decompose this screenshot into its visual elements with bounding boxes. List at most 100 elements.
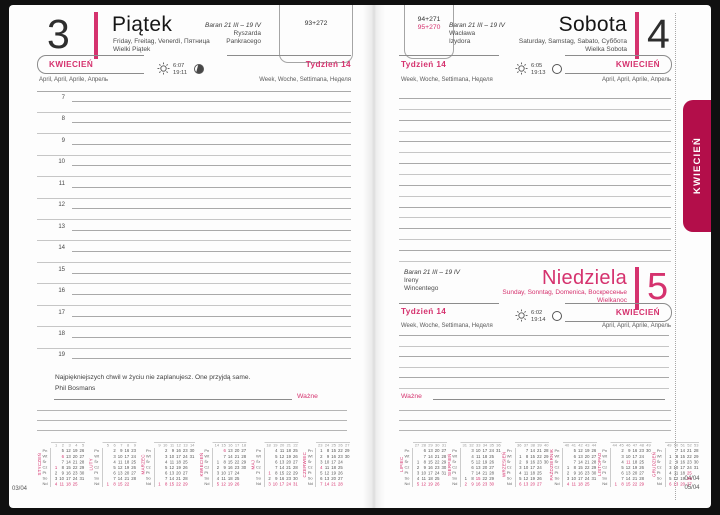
mini-calendar-lipiec: LIPIEC 27 28 29 30 31 Pn 6 13 20 27 Wt 7 14 21 28 Śr 1 8 15… — [399, 442, 447, 487]
calendar-weekday-row: Pt 4 11 18 25 — [506, 470, 542, 476]
calendar-weekday-row: Cz 6 13 20 27 — [452, 464, 494, 471]
calendar-weekday-row: So 3 10 17 24 31 — [42, 475, 85, 482]
sunday-note-line — [399, 345, 669, 347]
bottom-note-line — [399, 410, 671, 411]
saturday-note-line — [399, 260, 671, 262]
calendar-weekday-row: Cz 7 14 21 28 — [256, 464, 298, 471]
week-number-row: 18 19 20 21 22 — [256, 442, 299, 449]
hour-label-9: 9 — [61, 137, 65, 144]
saturday-day-of-year-box: 94+271 95+270 — [404, 5, 454, 59]
bottom-note-line — [399, 430, 671, 431]
friday-name-day-1: Ryszarda — [233, 30, 261, 37]
calendar-weekday-row: Wt 3 10 17 24 31 — [145, 453, 195, 460]
mini-calendar-month-label: KWIECIEŃ — [198, 452, 204, 477]
hour-line — [72, 294, 351, 296]
bottom-note-line — [37, 410, 347, 411]
calendar-weekday-row: Pn 7 14 21 28 — [506, 448, 549, 454]
calendar-weekday-row: Pn 4 11 18 25 — [256, 448, 298, 454]
friday-day-of-year: 93+272 — [279, 5, 353, 63]
half-hour-line — [37, 326, 351, 328]
calendar-weekday-row: Pt 7 14 21 28 — [452, 470, 494, 476]
quote-text: Najpiękniejszych chwil w życiu nie zapla… — [55, 374, 251, 381]
calendar-weekday-row: Pt 3 10 17 24 31 — [404, 470, 447, 476]
hour-line — [72, 272, 351, 274]
calendar-weekday-row: So 6 13 20 27 — [307, 475, 343, 482]
calendar-weekday-row: Pn 6 13 20 27 — [404, 448, 447, 454]
quote-author: Phil Bosmans — [55, 385, 96, 392]
calendar-weekday-row: Pt 2 9 16 23 30 — [554, 470, 597, 476]
calendar-weekday-row: So 4 11 18 25 — [404, 475, 440, 482]
sunday-day-number: 5 — [647, 266, 669, 308]
hour-label-12: 12 — [58, 202, 65, 209]
saturday-month-box: KWIECIEŃ — [565, 55, 672, 74]
saturday-sunrise: 6:05 — [531, 63, 543, 69]
calendar-weekday-row: Pt 6 13 20 27 — [145, 470, 188, 476]
calendar-weekday-row: Śr 7 14 21 28 — [554, 459, 597, 465]
calendar-weekday-row: Nd 5 12 19 26 — [204, 481, 240, 487]
mini-calendar-month-label: LIPIEC — [399, 456, 404, 473]
sunday-day-translations: Sunday, Sonntag, Domenica, Воскресенье — [502, 289, 627, 296]
calendar-weekday-row: So 7 14 21 28 — [94, 475, 136, 482]
calendar-weekday-row: Wt 7 14 21 28 — [404, 453, 447, 460]
half-hour-line — [37, 218, 351, 220]
calendar-weekday-row: Cz 4 11 18 25 — [307, 464, 343, 471]
sun-icon — [157, 62, 170, 75]
calendar-weekday-row: Wt 6 13 20 27 — [42, 453, 85, 460]
calendar-weekday-row: So 4 11 18 25 — [204, 475, 240, 482]
week-number-row: 49 50 51 52 53 — [657, 442, 699, 449]
saturday-note-line — [399, 98, 671, 99]
calendar-weekday-row: So 5 12 19 26 — [656, 475, 692, 482]
week-number-row: 27 28 29 30 31 — [405, 442, 447, 449]
mini-calendar-grid: 18 19 20 21 22 Pn 4 11 18 25 Wt 5 12 19 26 Śr 6 13 20 27 Cz 7… — [256, 442, 299, 487]
week-number-row: 9 10 11 12 13 14 — [146, 442, 195, 449]
saturday-week-translations: Week, Woche, Settimana, Неделя — [401, 77, 493, 83]
mini-calendar-kwiecień: KWIECIEŃ 14 15 16 17 18 Pn 6 13 20 27 Wt 7 14 21 28 Śr 1 8… — [199, 442, 247, 487]
sun-icon — [515, 309, 528, 322]
mini-calendar-month-label: GRUDZIEŃ — [651, 451, 657, 478]
calendar-weekday-row: Śr 6 13 20 27 — [256, 459, 298, 465]
calendar-weekday-row: Pt 1 8 15 22 29 — [256, 470, 298, 476]
hour-label-13: 13 — [58, 223, 65, 230]
sunday-sunset: 19:14 — [531, 316, 546, 323]
week-number-row: 44 45 46 47 48 49 — [602, 442, 652, 449]
hour-label-19: 19 — [58, 352, 65, 359]
friday-important-label: Ważne — [297, 393, 318, 400]
sunday-week-label: Tydzień 14 — [401, 307, 447, 316]
friday-holiday-label: Wielki Piątek — [113, 46, 151, 53]
friday-accent-bar — [94, 12, 98, 59]
calendar-weekday-row: So 1 8 15 22 29 — [452, 475, 494, 482]
half-hour-line — [37, 240, 351, 242]
calendar-weekday-row: Śr 4 11 18 25 — [94, 459, 136, 465]
calendar-weekday-row: So 2 9 16 23 30 — [256, 475, 298, 482]
calendar-weekday-row: Nd 3 10 17 24 31 — [256, 481, 298, 487]
saturday-note-line — [399, 141, 671, 143]
saturday-month-translations: April, April, Aprile, Апрель — [601, 77, 671, 83]
sunday-note-line — [399, 335, 669, 336]
half-hour-line — [37, 176, 351, 178]
calendar-weekday-row: Pt 6 13 20 27 — [94, 470, 136, 476]
friday-zodiac-block: Baran 21 III – 19 IV Ryszarda Pankracego — [159, 22, 261, 46]
calendar-weekday-row: Wt 3 10 17 24 — [602, 453, 644, 460]
mini-calendar-grid: 44 45 46 47 48 49 Pn 2 9 16 23 30 Wt 3 10 17 24 Śr 4 11 18 25… — [602, 442, 652, 487]
sunday-month-label: KWIECIEŃ — [615, 308, 660, 317]
moon-full-icon — [552, 64, 562, 74]
sunday-holiday-label: Wielkanoc — [597, 297, 627, 304]
saturday-note-line — [399, 173, 671, 175]
mini-calendar-sierpień: SIERPIEŃ 31 32 33 34 35 36 Pn 3 10 17 24 31 Wt 4 11 18 25… — [447, 442, 502, 487]
saturday-note-line — [399, 206, 671, 208]
calendar-weekday-row: Cz 5 12 19 26 — [602, 464, 644, 471]
friday-month-label: KWIECIEŃ — [49, 60, 94, 69]
calendar-weekday-row: Nd 1 8 15 22 — [94, 481, 130, 487]
right-page-corner-date-bottom: 05/04 — [684, 485, 700, 491]
friday-sun-times: 6:07 19:11 — [173, 63, 187, 76]
friday-sunset: 19:11 — [173, 69, 188, 76]
sunday-name-day-2: Wincentego — [404, 285, 439, 292]
hour-line — [72, 336, 351, 338]
friday-week-translations: Week, Woche, Settimana, Неделя — [259, 77, 351, 83]
mini-calendar-marzec: MARZEC 9 10 11 12 13 14 Pn 2 9 16 23 30 Wt 3 10 17 24 31 Śr… — [140, 442, 195, 487]
sunday-name-day-1: Ireny — [404, 277, 419, 284]
mini-calendar-month-label: MARZEC — [140, 454, 146, 475]
mini-calendar-grid: 40 41 42 43 44 Pn 5 12 19 26 Wt 6 13 20 27 Śr 7 14 21 28 Cz 1… — [554, 442, 597, 487]
